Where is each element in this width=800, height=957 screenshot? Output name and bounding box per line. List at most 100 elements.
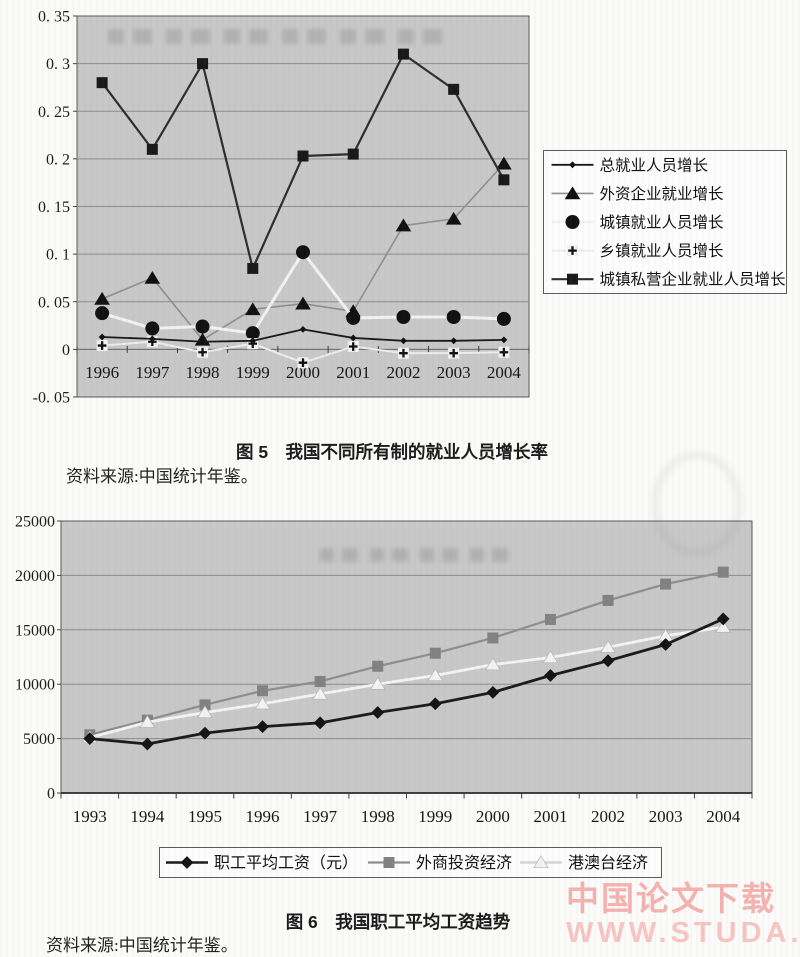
square-gray-marker xyxy=(314,675,326,687)
watermark-line1: 中国论文下载 xyxy=(566,880,776,917)
plus-marker xyxy=(97,341,107,350)
triangle-light-marker xyxy=(715,619,732,633)
diamond-marker xyxy=(256,720,269,734)
figure6-source: 资料来源:中国统计年鉴。 xyxy=(46,936,238,955)
square-marker xyxy=(297,150,309,162)
diamond-marker xyxy=(659,638,673,651)
legend-box xyxy=(159,847,662,878)
triangle-light-marker xyxy=(369,676,386,690)
legend-item: 城镇就业人员增长 xyxy=(551,214,724,232)
triangle-light-marker xyxy=(485,657,501,671)
circle-marker xyxy=(245,326,260,341)
legend-item: 城镇私营企业就业人员增长 xyxy=(551,271,786,289)
circle-marker xyxy=(565,215,580,229)
x-tick-label: 1998 xyxy=(186,363,220,382)
x-tick-label: 2000 xyxy=(476,807,510,826)
legend-label: 总就业人员增长 xyxy=(600,156,709,174)
circle-marker xyxy=(296,245,310,260)
x-tick-label: 2004 xyxy=(487,363,522,382)
square-gray-marker xyxy=(602,594,614,606)
square-gray-marker xyxy=(429,647,441,659)
triangle-marker xyxy=(94,291,110,305)
diamond-small-marker xyxy=(249,337,257,345)
plus-marker xyxy=(449,348,458,358)
triangle-light-marker xyxy=(254,696,271,710)
square-gray-marker xyxy=(199,699,211,711)
diamond-small-marker xyxy=(349,334,357,342)
legend-label: 外商投资经济 xyxy=(416,854,512,872)
diamond-marker xyxy=(716,612,730,626)
triangle-marker xyxy=(244,302,261,316)
triangle-light-marker xyxy=(600,639,616,653)
series-line xyxy=(89,617,724,746)
triangle-light-marker xyxy=(533,855,549,869)
plot-area xyxy=(60,520,753,794)
square-marker xyxy=(397,48,409,60)
y-tick-label: 5000 xyxy=(23,731,55,748)
legend-item: 乡镇就业人员增长 xyxy=(551,242,724,260)
triangle-marker xyxy=(445,211,462,225)
square-marker xyxy=(197,58,209,70)
circle-marker xyxy=(446,309,461,324)
x-axis-labels: 1993 1994 1995 1996 1997 1998 1999 2000 2001 2002… xyxy=(73,807,741,826)
triangle-light-marker xyxy=(542,650,559,664)
square-marker xyxy=(347,148,359,160)
triangle-light-marker xyxy=(312,686,328,700)
x-tick-label: 1998 xyxy=(361,807,395,826)
legend: 职工平均工资（元） 外商投资经济 港澳台经济 xyxy=(159,847,662,878)
triangle-marker xyxy=(564,186,581,200)
legend-label: 港澳台经济 xyxy=(568,854,648,872)
triangle-light-marker xyxy=(139,715,156,728)
circle-marker xyxy=(496,311,511,326)
legend-item: 职工平均工资（元） xyxy=(166,854,358,872)
diamond-marker xyxy=(428,697,442,711)
square-gray-marker xyxy=(383,857,395,868)
diamond-marker xyxy=(198,726,212,740)
square-gray-marker xyxy=(372,660,384,672)
series-2 xyxy=(81,619,732,744)
plus-marker xyxy=(568,246,577,255)
x-tick-label: 2000 xyxy=(286,363,320,382)
square-marker xyxy=(567,273,578,285)
diamond-small-marker xyxy=(400,337,407,345)
x-tick-label: 1993 xyxy=(73,807,107,826)
y-tick-label: 20000 xyxy=(15,568,55,585)
legend-item: 总就业人员增长 xyxy=(551,156,709,174)
x-tick-label: 1997 xyxy=(303,807,338,826)
diamond-marker xyxy=(544,669,557,682)
square-marker xyxy=(96,77,108,89)
y-tick-label: 15000 xyxy=(15,622,55,639)
figure5-source: 资料来源:中国统计年鉴。 xyxy=(66,467,258,486)
square-gray-marker xyxy=(717,566,729,578)
legend-label: 职工平均工资（元） xyxy=(214,854,358,872)
square-marker xyxy=(498,174,510,186)
y-tick-label: 0. 1 xyxy=(46,247,70,264)
diamond-marker xyxy=(180,856,194,869)
plus-marker xyxy=(399,348,408,358)
square-gray-marker xyxy=(660,578,672,590)
square-marker xyxy=(247,262,259,274)
y-tick-label: 0 xyxy=(47,786,55,803)
triangle-light-marker xyxy=(427,668,444,682)
y-tick-label: 0. 15 xyxy=(38,199,70,216)
x-tick-label: 2004 xyxy=(706,807,741,826)
x-tick-label: 2001 xyxy=(336,363,370,382)
diamond-small-marker xyxy=(98,333,106,341)
watermark: 中国论文下载 WWW.STUDA. xyxy=(566,872,800,950)
x-tick-label: 1997 xyxy=(135,363,170,382)
diamond-marker xyxy=(486,685,500,699)
plus-marker xyxy=(198,347,207,357)
legend-label: 乡镇就业人员增长 xyxy=(600,242,724,260)
y-axis: 0. 35 0. 3 0. 25 0. 2 0. 15 0. 1 0. 05 0 -0. 05 xyxy=(33,9,77,407)
x-tick-label: 2002 xyxy=(591,807,625,826)
diamond-small-marker xyxy=(569,161,576,169)
x-tick-label: 1996 xyxy=(246,807,280,826)
x-tick-label: 2001 xyxy=(533,807,567,826)
square-marker xyxy=(448,83,460,95)
y-axis: 25000 20000 15000 10000 5000 0 xyxy=(15,514,61,803)
x-tick-label: 1996 xyxy=(85,363,119,382)
legend: 总就业人员增长外资企业就业增长城镇就业人员增长乡镇就业人员增长城镇私营企业就业人… xyxy=(543,150,787,294)
circle-marker xyxy=(195,319,210,334)
